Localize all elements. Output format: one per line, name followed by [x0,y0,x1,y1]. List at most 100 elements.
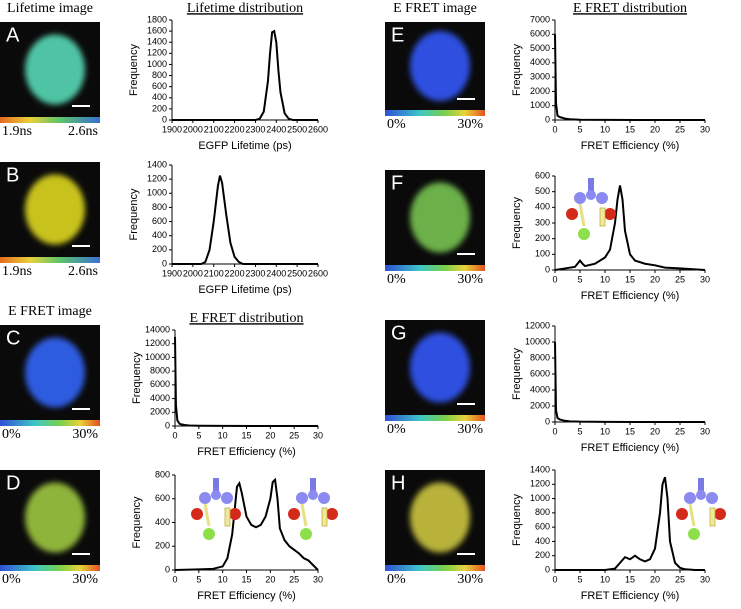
distribution-line [555,476,705,571]
x-axis-label: FRET Efficiency (%) [581,140,680,152]
x-tick-label: 20 [265,574,275,584]
scale-bar [457,253,475,255]
image-header: E FRET image [8,304,92,319]
antibody-arm [706,492,718,504]
y-tick-label: 1000 [147,188,167,198]
x-tick-label: 25 [289,574,299,584]
distribution-line [172,175,318,265]
x-axis-label: FRET Efficiency (%) [197,590,296,602]
x-tick-label: 5 [196,574,201,584]
antibody-stem [588,178,594,194]
panel-label: G [391,322,407,344]
y-tick-label: 800 [155,469,170,479]
x-tick-label: 2600 [308,124,328,134]
cell [410,31,470,101]
egfp [300,528,312,540]
scale-bar [72,553,90,555]
antibody-stem [310,478,316,494]
antibody-arm [684,492,696,504]
y-axis-label: Frequency [131,496,143,548]
chart-title: E FRET distribution [573,1,687,16]
panel-label: A [6,24,20,46]
scale-max: 30% [457,572,483,587]
x-tick-label: 15 [241,430,251,440]
x-tick-label: 25 [675,274,685,284]
fluorophore [566,208,578,220]
y-tick-label: 200 [535,233,550,243]
scale-max: 30% [457,422,483,437]
linker [300,503,308,527]
x-tick-label: 2300 [245,124,265,134]
scale-bar [72,105,90,107]
y-axis-label: Frequency [131,352,143,404]
y-tick-label: 1000 [530,493,550,503]
y-tick-label: 1200 [147,174,167,184]
linker [578,203,586,227]
y-tick-label: 4000 [530,384,550,394]
distribution-line [174,477,319,571]
x-tick-label: 30 [700,426,710,436]
y-tick-label: 8000 [530,352,550,362]
y-tick-label: 0 [545,114,550,124]
distribution-line [174,336,318,427]
y-tick-label: 100 [535,249,550,259]
nanobody [321,507,328,527]
y-tick-label: 8000 [150,366,170,376]
fluorophore [326,508,338,520]
y-tick-label: 6000 [530,29,550,39]
distribution-line [554,341,706,423]
x-tick-label: 20 [650,274,660,284]
x-tick-label: 5 [196,430,201,440]
x-tick-label: 25 [675,124,685,134]
x-tick-label: 10 [218,574,228,584]
x-tick-label: 30 [700,274,710,284]
y-tick-label: 1400 [147,159,167,169]
cell [410,182,470,253]
scale-bar [457,98,475,100]
scale-max: 30% [457,117,483,132]
antibody-stem [698,478,704,494]
x-tick-label: 1900 [162,124,182,134]
x-axis-label: FRET Efficiency (%) [581,290,680,302]
y-tick-label: 0 [165,420,170,430]
color-scale [385,110,485,116]
x-tick-label: 25 [675,574,685,584]
y-tick-label: 800 [152,202,167,212]
x-tick-label: 25 [675,426,685,436]
x-tick-label: 2400 [266,124,286,134]
antibody-arm [296,492,308,504]
cell [25,174,85,245]
x-tick-label: 10 [600,124,610,134]
distribution-line [554,185,706,271]
y-tick-label: 600 [535,170,550,180]
x-tick-label: 5 [577,274,582,284]
x-tick-label: 20 [650,574,660,584]
egfp [203,528,215,540]
y-tick-label: 600 [152,81,167,91]
color-scale [0,257,100,263]
scale-min: 0% [2,572,21,587]
chart-title: Lifetime distribution [187,1,303,16]
y-tick-label: 400 [152,230,167,240]
y-axis-label: Frequency [511,197,523,249]
x-tick-label: 20 [650,426,660,436]
cell [25,482,85,553]
scale-max: 30% [72,572,98,587]
y-tick-label: 0 [162,258,167,268]
y-tick-label: 600 [155,493,170,503]
x-tick-label: 2600 [308,268,328,278]
x-tick-label: 10 [600,574,610,584]
x-axis-label: FRET Efficiency (%) [581,590,680,602]
image-header: Lifetime image [7,1,93,16]
y-tick-label: 10000 [525,336,550,346]
y-tick-label: 7000 [530,14,550,24]
scale-max: 30% [72,427,98,442]
egfp [578,228,590,240]
x-tick-label: 0 [552,124,557,134]
panel-label: E [391,24,404,46]
antibody-arm [586,190,596,200]
y-tick-label: 4000 [530,57,550,67]
x-tick-label: 2100 [204,268,224,278]
nanobody [709,507,716,527]
